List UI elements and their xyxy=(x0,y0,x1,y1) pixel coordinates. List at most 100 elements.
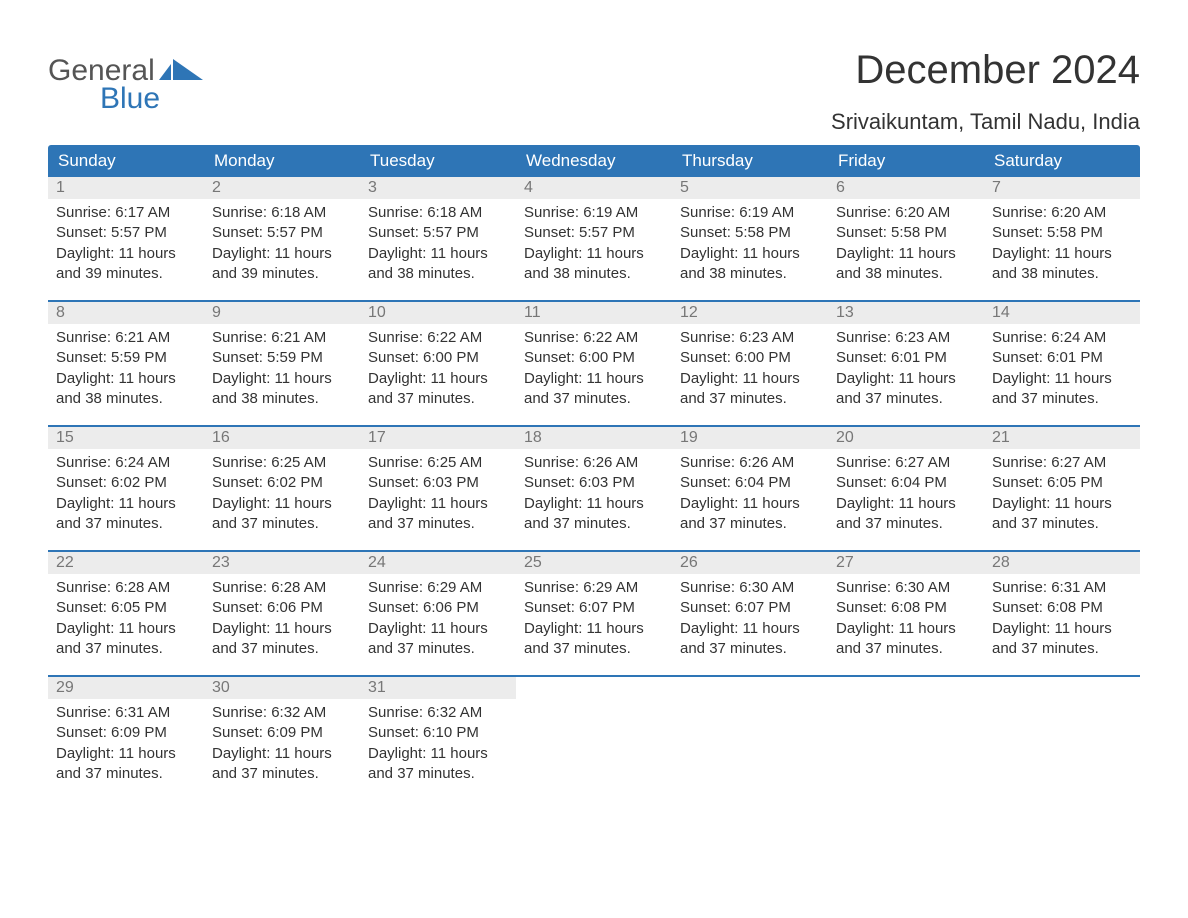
day-sunset: Sunset: 6:03 PM xyxy=(368,473,508,493)
week-row: 15Sunrise: 6:24 AMSunset: 6:02 PMDayligh… xyxy=(48,425,1140,540)
day-daylight2: and 39 minutes. xyxy=(56,264,196,284)
day-sunrise: Sunrise: 6:28 AM xyxy=(56,578,196,598)
day-daylight1: Daylight: 11 hours xyxy=(992,619,1132,639)
day-sunrise: Sunrise: 6:24 AM xyxy=(992,328,1132,348)
day-daylight2: and 37 minutes. xyxy=(56,764,196,784)
day-cell xyxy=(672,677,828,790)
day-cell: 3Sunrise: 6:18 AMSunset: 5:57 PMDaylight… xyxy=(360,177,516,290)
day-content: Sunrise: 6:30 AMSunset: 6:08 PMDaylight:… xyxy=(828,574,984,659)
day-content: Sunrise: 6:22 AMSunset: 6:00 PMDaylight:… xyxy=(516,324,672,409)
day-content: Sunrise: 6:19 AMSunset: 5:57 PMDaylight:… xyxy=(516,199,672,284)
day-daylight1: Daylight: 11 hours xyxy=(368,744,508,764)
day-daylight2: and 38 minutes. xyxy=(368,264,508,284)
day-sunset: Sunset: 5:57 PM xyxy=(524,223,664,243)
day-daylight2: and 38 minutes. xyxy=(212,389,352,409)
day-sunset: Sunset: 5:57 PM xyxy=(56,223,196,243)
day-cell: 22Sunrise: 6:28 AMSunset: 6:05 PMDayligh… xyxy=(48,552,204,665)
day-content: Sunrise: 6:26 AMSunset: 6:03 PMDaylight:… xyxy=(516,449,672,534)
day-daylight1: Daylight: 11 hours xyxy=(56,619,196,639)
day-cell: 21Sunrise: 6:27 AMSunset: 6:05 PMDayligh… xyxy=(984,427,1140,540)
day-number: 23 xyxy=(204,552,360,574)
day-daylight2: and 37 minutes. xyxy=(680,639,820,659)
day-sunrise: Sunrise: 6:31 AM xyxy=(56,703,196,723)
day-content: Sunrise: 6:20 AMSunset: 5:58 PMDaylight:… xyxy=(828,199,984,284)
day-daylight2: and 38 minutes. xyxy=(56,389,196,409)
day-daylight1: Daylight: 11 hours xyxy=(836,369,976,389)
day-sunrise: Sunrise: 6:20 AM xyxy=(836,203,976,223)
day-number: 24 xyxy=(360,552,516,574)
day-sunrise: Sunrise: 6:23 AM xyxy=(680,328,820,348)
calendar-page: General Blue December 2024 Srivaikuntam,… xyxy=(0,0,1188,820)
day-content: Sunrise: 6:23 AMSunset: 6:01 PMDaylight:… xyxy=(828,324,984,409)
day-cell xyxy=(828,677,984,790)
day-daylight1: Daylight: 11 hours xyxy=(524,619,664,639)
day-sunrise: Sunrise: 6:17 AM xyxy=(56,203,196,223)
day-cell: 4Sunrise: 6:19 AMSunset: 5:57 PMDaylight… xyxy=(516,177,672,290)
day-cell xyxy=(516,677,672,790)
day-sunrise: Sunrise: 6:29 AM xyxy=(524,578,664,598)
day-daylight2: and 39 minutes. xyxy=(212,264,352,284)
day-sunrise: Sunrise: 6:26 AM xyxy=(524,453,664,473)
day-sunrise: Sunrise: 6:32 AM xyxy=(368,703,508,723)
day-content: Sunrise: 6:29 AMSunset: 6:06 PMDaylight:… xyxy=(360,574,516,659)
day-cell: 10Sunrise: 6:22 AMSunset: 6:00 PMDayligh… xyxy=(360,302,516,415)
day-sunset: Sunset: 6:08 PM xyxy=(992,598,1132,618)
day-content: Sunrise: 6:25 AMSunset: 6:02 PMDaylight:… xyxy=(204,449,360,534)
day-daylight1: Daylight: 11 hours xyxy=(56,494,196,514)
day-cell: 31Sunrise: 6:32 AMSunset: 6:10 PMDayligh… xyxy=(360,677,516,790)
day-daylight1: Daylight: 11 hours xyxy=(992,494,1132,514)
day-sunrise: Sunrise: 6:31 AM xyxy=(992,578,1132,598)
day-number: 15 xyxy=(48,427,204,449)
day-cell: 5Sunrise: 6:19 AMSunset: 5:58 PMDaylight… xyxy=(672,177,828,290)
day-cell: 28Sunrise: 6:31 AMSunset: 6:08 PMDayligh… xyxy=(984,552,1140,665)
day-number: 8 xyxy=(48,302,204,324)
day-number: 9 xyxy=(204,302,360,324)
day-sunset: Sunset: 5:58 PM xyxy=(836,223,976,243)
day-content: Sunrise: 6:32 AMSunset: 6:10 PMDaylight:… xyxy=(360,699,516,784)
day-sunset: Sunset: 5:58 PM xyxy=(680,223,820,243)
day-number: 22 xyxy=(48,552,204,574)
day-content: Sunrise: 6:31 AMSunset: 6:09 PMDaylight:… xyxy=(48,699,204,784)
day-number: 18 xyxy=(516,427,672,449)
header-row: General Blue December 2024 Srivaikuntam,… xyxy=(48,48,1140,135)
week-row: 29Sunrise: 6:31 AMSunset: 6:09 PMDayligh… xyxy=(48,675,1140,790)
day-sunrise: Sunrise: 6:23 AM xyxy=(836,328,976,348)
day-sunrise: Sunrise: 6:32 AM xyxy=(212,703,352,723)
day-sunrise: Sunrise: 6:22 AM xyxy=(524,328,664,348)
page-title: December 2024 xyxy=(831,48,1140,93)
day-content: Sunrise: 6:31 AMSunset: 6:08 PMDaylight:… xyxy=(984,574,1140,659)
day-sunset: Sunset: 6:07 PM xyxy=(524,598,664,618)
day-sunset: Sunset: 5:57 PM xyxy=(212,223,352,243)
day-sunset: Sunset: 6:03 PM xyxy=(524,473,664,493)
day-daylight2: and 37 minutes. xyxy=(212,514,352,534)
day-daylight2: and 38 minutes. xyxy=(992,264,1132,284)
day-number: 27 xyxy=(828,552,984,574)
day-content: Sunrise: 6:26 AMSunset: 6:04 PMDaylight:… xyxy=(672,449,828,534)
day-daylight1: Daylight: 11 hours xyxy=(836,244,976,264)
day-number: 21 xyxy=(984,427,1140,449)
day-sunrise: Sunrise: 6:25 AM xyxy=(368,453,508,473)
day-daylight2: and 38 minutes. xyxy=(680,264,820,284)
day-daylight1: Daylight: 11 hours xyxy=(56,244,196,264)
day-sunrise: Sunrise: 6:21 AM xyxy=(56,328,196,348)
day-daylight2: and 37 minutes. xyxy=(992,639,1132,659)
day-number: 13 xyxy=(828,302,984,324)
day-daylight1: Daylight: 11 hours xyxy=(680,244,820,264)
day-number: 25 xyxy=(516,552,672,574)
day-content: Sunrise: 6:27 AMSunset: 6:05 PMDaylight:… xyxy=(984,449,1140,534)
day-number: 19 xyxy=(672,427,828,449)
day-daylight1: Daylight: 11 hours xyxy=(56,369,196,389)
day-sunset: Sunset: 5:58 PM xyxy=(992,223,1132,243)
day-number: 17 xyxy=(360,427,516,449)
day-sunset: Sunset: 5:59 PM xyxy=(212,348,352,368)
day-header-tue: Tuesday xyxy=(360,145,516,177)
day-sunrise: Sunrise: 6:28 AM xyxy=(212,578,352,598)
day-header-row: Sunday Monday Tuesday Wednesday Thursday… xyxy=(48,145,1140,177)
day-daylight1: Daylight: 11 hours xyxy=(680,494,820,514)
day-sunset: Sunset: 6:00 PM xyxy=(524,348,664,368)
day-sunrise: Sunrise: 6:26 AM xyxy=(680,453,820,473)
day-daylight2: and 37 minutes. xyxy=(368,514,508,534)
day-content: Sunrise: 6:32 AMSunset: 6:09 PMDaylight:… xyxy=(204,699,360,784)
day-daylight1: Daylight: 11 hours xyxy=(368,619,508,639)
day-daylight2: and 37 minutes. xyxy=(212,639,352,659)
